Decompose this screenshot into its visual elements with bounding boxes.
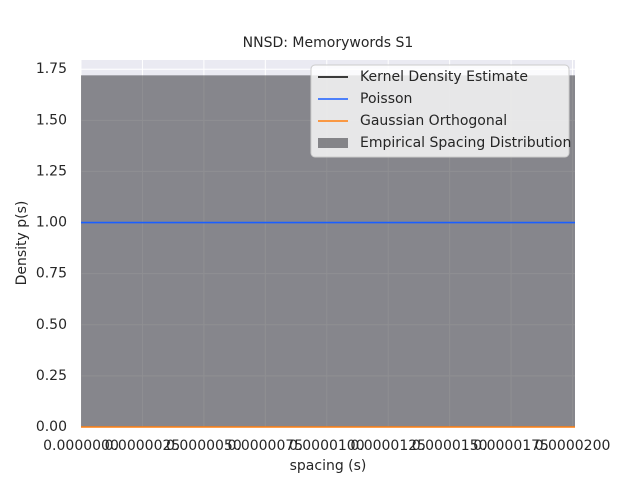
y-tick-label: 0.00	[36, 419, 67, 435]
y-tick-label: 0.25	[36, 368, 67, 384]
y-tick-label: 1.50	[36, 112, 67, 128]
x-tick-label: 0.0000000	[43, 438, 119, 454]
x-tick-label: 0.0000125	[350, 438, 426, 454]
legend-label: Kernel Density Estimate	[360, 69, 528, 85]
x-axis-label: spacing (s)	[290, 458, 367, 474]
chart-title: NNSD: Memorywords S1	[243, 35, 414, 51]
legend-label: Poisson	[360, 91, 412, 107]
y-tick-label: 0.50	[36, 317, 67, 333]
x-tick-label: 0.0000050	[166, 438, 242, 454]
x-tick-label: 0.0000200	[535, 438, 611, 454]
y-tick-label: 1.25	[36, 163, 67, 179]
x-tick-label: 0.0000175	[473, 438, 549, 454]
y-tick-label: 0.75	[36, 266, 67, 282]
legend-frame	[310, 64, 570, 158]
x-tick-label: 0.0000075	[227, 438, 303, 454]
legend-swatch	[318, 138, 348, 148]
x-tick-label: 0.0000100	[289, 438, 365, 454]
x-tick-label: 0.0000025	[105, 438, 181, 454]
legend-label: Empirical Spacing Distribution	[360, 135, 571, 151]
x-tick-label: 0.0000150	[412, 438, 488, 454]
legend-label: Gaussian Orthogonal	[360, 113, 507, 129]
legend: Kernel Density Estimate Poisson Gaussian O…	[310, 64, 571, 158]
y-tick-label: 1.00	[36, 215, 67, 231]
y-tick-label: 1.75	[36, 61, 67, 77]
y-axis-label: Density p(s)	[14, 201, 30, 286]
